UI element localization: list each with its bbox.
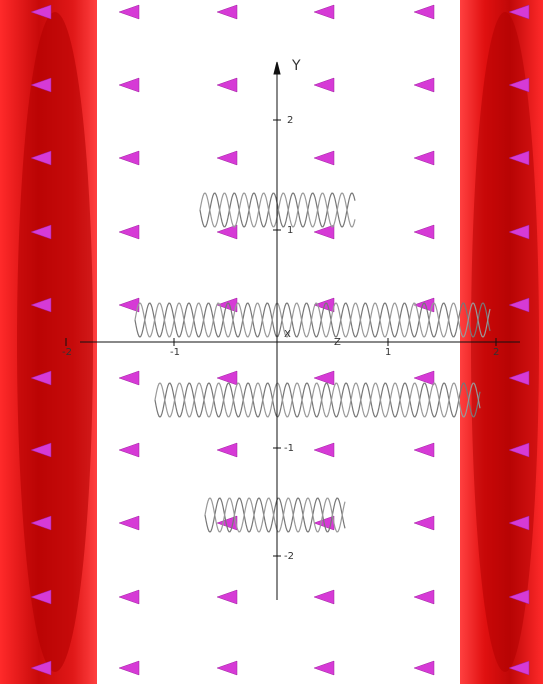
cone [414,225,434,239]
cone [414,5,434,19]
cone [119,298,139,312]
cone [217,78,237,92]
cone [314,590,334,604]
cone [217,443,237,457]
cone [314,151,334,165]
cone [314,661,334,675]
cone [414,590,434,604]
x-tick-label: -1 [170,347,180,358]
cone [314,78,334,92]
x-tick-label: 1 [385,347,391,358]
cone [314,225,334,239]
cone [414,151,434,165]
cone [414,78,434,92]
cone [414,661,434,675]
cone [217,5,237,19]
cone [314,5,334,19]
cone-field [31,5,529,675]
cone [414,516,434,530]
y-tick-label: 1 [287,225,293,236]
cone [119,443,139,457]
cone [217,151,237,165]
scene: Y X Z -2 -1 1 2 2 1 -1 -2 [0,0,543,684]
cone [119,151,139,165]
cone [119,225,139,239]
x-tick-label: -2 [62,347,72,358]
y-tick-label: -1 [284,443,294,454]
y-tick-label: -2 [284,551,294,562]
coil [205,498,345,532]
cone [119,590,139,604]
cone [119,371,139,385]
y-arrow [274,62,280,74]
coil [205,498,345,532]
cone [217,590,237,604]
cone [217,661,237,675]
coils [135,193,490,532]
x-tick-label: 2 [493,347,499,358]
z-axis-label: Z [334,337,341,348]
cone [217,371,237,385]
cone [119,661,139,675]
y-axis-label: Y [291,58,301,74]
cone [314,443,334,457]
page: Y X Z -2 -1 1 2 2 1 -1 -2 (() => { const… [0,0,543,684]
cone [119,5,139,19]
cone [414,443,434,457]
cone [119,78,139,92]
x-axis-label: X [284,329,291,340]
cone [119,516,139,530]
y-tick-label: 2 [287,115,293,126]
